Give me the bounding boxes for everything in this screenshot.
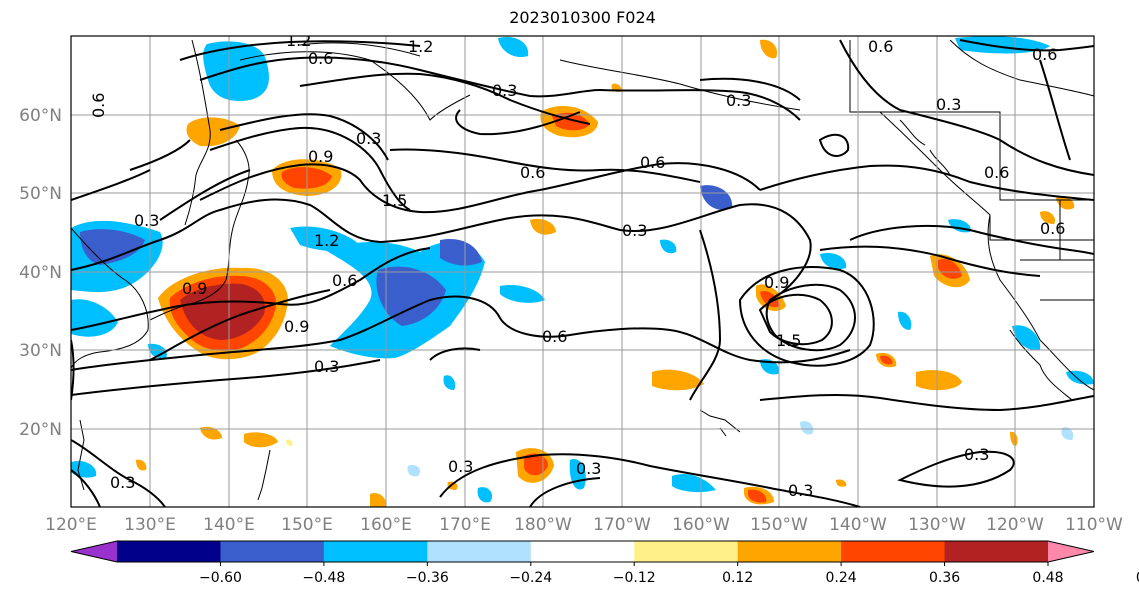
colorbar-outline [70,540,1095,563]
lon-tick-label: 130°W [908,515,966,535]
lon-tick-label: 170°W [593,515,651,535]
lon-tick-label: 180°W [514,515,572,535]
contour-label: 1.2 [314,231,339,250]
lat-tick-label: 30°N [19,341,62,361]
latitude-labels: 20°N 30°N 40°N 50°N 60°N [19,106,62,440]
colorbar-tick-label: −0.36 [406,570,449,586]
colorbar: −0.60 −0.48 −0.36 −0.24 −0.12 0.12 0.24 0.36 0.4… [70,540,1139,586]
contour-label: 0.9 [764,273,789,292]
contour-label: 0.6 [332,271,357,290]
colorbar-tick-label: 0.36 [929,570,960,586]
colorbar-segment [530,541,635,562]
contour-label: 0.3 [448,457,473,476]
colorbar-tick-label: 0.12 [722,570,753,586]
colorbar-tick-label: −0.48 [302,570,345,586]
contour-label: 0.3 [492,81,517,100]
lat-tick-label: 50°N [19,184,62,204]
colorbar-segment [634,541,739,562]
lon-tick-label: 120°E [45,515,97,535]
lon-tick-label: 130°E [124,515,176,535]
colorbar-segment [220,541,325,562]
contour-label: 0.6 [308,49,333,68]
contour-label: 1.2 [408,37,433,56]
longitude-labels: 120°E 130°E 140°E 150°E 160°E 170°E 180°… [45,515,1123,535]
contour-label: 0.3 [622,221,647,240]
contour-label: 1.5 [382,191,407,210]
contour-label: 0.6 [1032,45,1057,64]
colorbar-tick-label: 0.60 [1136,570,1139,586]
contour-label: 0.3 [356,129,381,148]
lon-tick-label: 150°W [750,515,808,535]
lon-tick-label: 160°E [360,515,412,535]
contour-label: 1.2 [286,31,311,50]
colorbar-extend-high [1048,541,1094,562]
colorbar-segment [944,541,1049,562]
contour-label: 0.6 [89,93,108,118]
colorbar-segment [427,541,532,562]
lon-tick-label: 140°E [203,515,255,535]
contour-label: 0.3 [314,357,339,376]
colorbar-segment [117,541,221,562]
contour-label: 0.3 [936,95,961,114]
contour-label: 0.3 [726,91,751,110]
lat-tick-label: 60°N [19,106,62,126]
lon-tick-label: 140°W [829,515,887,535]
lon-tick-label: 150°E [281,515,333,535]
contour-label: 0.9 [308,147,333,166]
colorbar-segment [737,541,842,562]
colorbar-tick-label: −0.24 [509,570,552,586]
colorbar-tick-label: −0.12 [613,570,656,586]
contour-label: 0.6 [640,153,665,172]
contour-label: 0.9 [182,279,207,298]
lon-tick-label: 110°W [1065,515,1123,535]
contour-label: 0.6 [984,163,1009,182]
map-title: 2023010300 F024 [509,8,656,27]
contour-label: 0.9 [284,317,309,336]
contour-label: 0.3 [134,211,159,230]
contour-label: 0.6 [1040,219,1065,238]
colorbar-extend-low [71,541,117,562]
contour-label: 0.3 [964,445,989,464]
colorbar-tick-label: 0.48 [1032,570,1063,586]
contour-label: 0.3 [110,473,135,492]
contour-label: 0.3 [788,481,813,500]
contour-labels: 1.2 1.2 0.6 0.6 0.6 0.3 0.3 0.9 1.5 1.2 … [89,31,1065,500]
colorbar-segment [841,541,946,562]
gridlines [71,36,1094,507]
lat-tick-label: 40°N [19,263,62,283]
contour-label: 0.6 [868,37,893,56]
contour-lines [71,39,1094,507]
colorbar-tick-label: −0.60 [199,570,242,586]
map-frame [70,35,1095,508]
contour-label: 0.6 [520,163,545,182]
colorbar-segment [323,541,428,562]
contour-label: 0.3 [576,459,601,478]
colorbar-tick-label: 0.24 [826,570,857,586]
lon-tick-label: 160°W [672,515,730,535]
lon-tick-label: 170°E [439,515,491,535]
lat-tick-label: 20°N [19,420,62,440]
contour-label: 1.5 [776,331,801,350]
lon-tick-label: 120°W [986,515,1044,535]
contour-label: 0.6 [542,327,567,346]
